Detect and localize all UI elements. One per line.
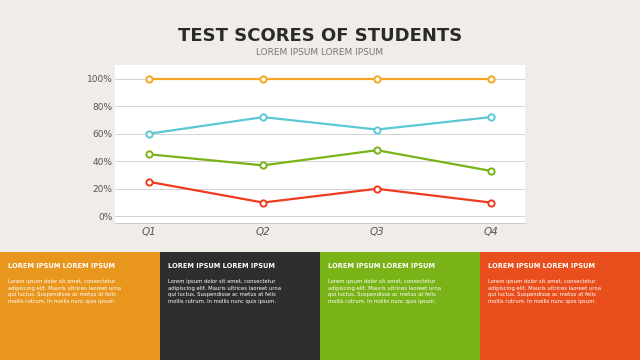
Text: LOREM IPSUM LOREM IPSUM: LOREM IPSUM LOREM IPSUM	[328, 263, 435, 269]
Text: LOREM IPSUM LOREM IPSUM: LOREM IPSUM LOREM IPSUM	[488, 263, 595, 269]
Text: Lorem ipsum dolor sit amet, consectetur
adipiscing elit. Mauris ultrices laoreet: Lorem ipsum dolor sit amet, consectetur …	[328, 279, 441, 304]
Text: Lorem ipsum dolor sit amet, consectetur
adipiscing elit. Mauris ultrices laoreet: Lorem ipsum dolor sit amet, consectetur …	[488, 279, 601, 304]
Text: Lorem ipsum dolor sit amet, consectetur
adipiscing elit. Mauris ultrices laoreet: Lorem ipsum dolor sit amet, consectetur …	[168, 279, 281, 304]
Text: LOREM IPSUM LOREM IPSUM: LOREM IPSUM LOREM IPSUM	[257, 48, 383, 57]
Text: Lorem ipsum dolor sit amet, consectetur
adipiscing elit. Mauris ultrices laoreet: Lorem ipsum dolor sit amet, consectetur …	[8, 279, 121, 304]
Legend: English, Mathematics, Science, Art: English, Mathematics, Science, Art	[200, 260, 440, 269]
Text: LOREM IPSUM LOREM IPSUM: LOREM IPSUM LOREM IPSUM	[168, 263, 275, 269]
Text: TEST SCORES OF STUDENTS: TEST SCORES OF STUDENTS	[178, 27, 462, 45]
Text: LOREM IPSUM LOREM IPSUM: LOREM IPSUM LOREM IPSUM	[8, 263, 115, 269]
